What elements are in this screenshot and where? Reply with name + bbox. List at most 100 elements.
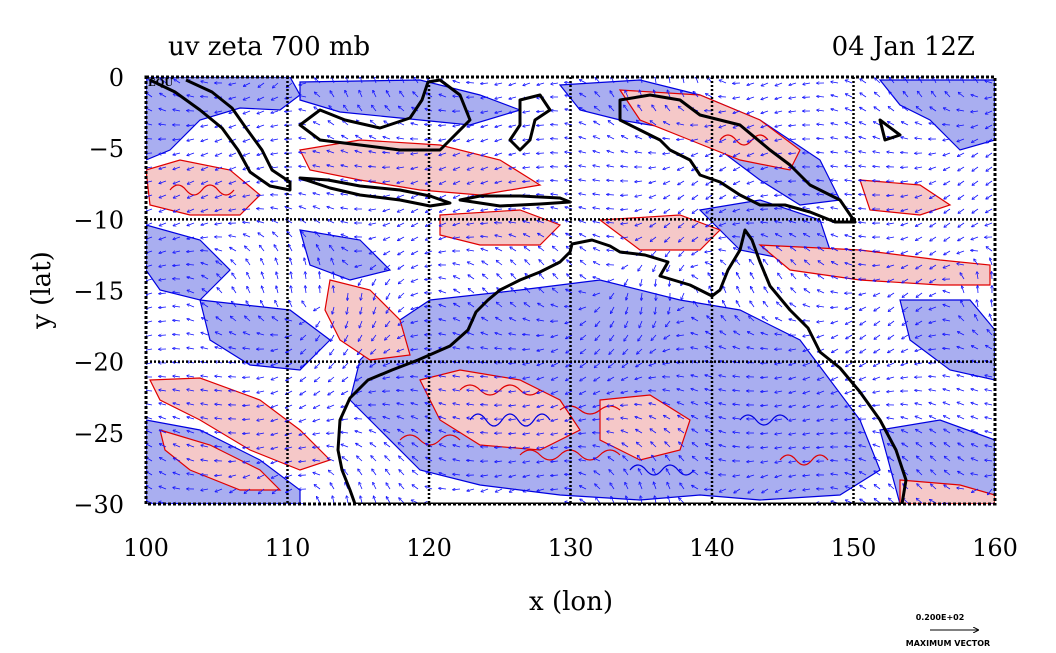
wind-vector (201, 96, 209, 97)
wind-vector (621, 166, 629, 167)
wind-vector (187, 264, 195, 265)
wind-vector (440, 180, 447, 184)
wind-vector (859, 236, 867, 237)
wind-vector (649, 167, 657, 168)
wind-vector (748, 247, 755, 252)
wind-vector (873, 137, 881, 140)
equator-label: EQU (148, 78, 173, 89)
wind-vector (187, 222, 195, 225)
wind-vector (972, 152, 979, 157)
wind-vector (972, 194, 979, 199)
wind-vector (859, 250, 867, 251)
wind-vector (495, 235, 503, 237)
wind-vector (706, 222, 713, 227)
wind-vector (565, 123, 573, 125)
wind-vector (874, 122, 881, 126)
wind-vector (915, 180, 923, 183)
wind-vector (439, 110, 447, 111)
wind-vector (173, 139, 181, 140)
wind-vector (901, 222, 909, 225)
wind-vector (901, 236, 909, 239)
wind-vector (523, 181, 531, 182)
wind-vector (776, 234, 783, 238)
wind-vector (581, 261, 587, 266)
wind-vector (453, 96, 461, 97)
wind-vector (734, 166, 741, 170)
wind-vector (244, 138, 251, 142)
wind-vector (915, 167, 923, 168)
wind-vector (341, 221, 349, 223)
wind-vector (328, 233, 335, 238)
wind-vector (945, 92, 951, 98)
wind-vector (621, 223, 629, 224)
wind-vector (565, 207, 573, 210)
wind-vector (318, 258, 321, 266)
wind-vector (565, 95, 573, 97)
wind-vector (304, 258, 307, 266)
wind-vector (257, 221, 265, 224)
wind-vector (454, 180, 461, 184)
wind-vector (411, 123, 419, 126)
wind-vector (789, 82, 797, 85)
wind-vector (859, 151, 867, 153)
wind-vector (579, 180, 587, 181)
wind-vector (146, 222, 153, 225)
wind-vector (733, 97, 741, 98)
wind-vector (495, 110, 503, 113)
y-tick-labels: 0 −5 −10 −15 −20 −25 −30 (73, 64, 124, 519)
wind-vector (693, 92, 699, 98)
wind-vector (230, 166, 237, 170)
wind-vector (467, 208, 475, 211)
vector-legend: 0.200E+02 MAXIMUM VECTOR (906, 613, 990, 648)
wind-vector (344, 105, 349, 112)
wind-vector (328, 121, 335, 126)
wind-vector (330, 91, 335, 98)
wind-vector (720, 138, 727, 142)
title-right: 04 Jan 12Z (832, 32, 975, 62)
wind-vector (986, 166, 993, 171)
wind-vector (803, 83, 811, 84)
wind-vector (775, 125, 783, 127)
wind-vector (789, 125, 797, 126)
wind-vector (230, 247, 237, 252)
wind-vector (537, 125, 545, 126)
wind-vector (398, 208, 405, 212)
wind-vector (523, 153, 531, 154)
wind-vector (607, 194, 615, 195)
wind-vector (831, 138, 839, 139)
wind-vector (202, 180, 209, 184)
wind-vector (412, 264, 419, 268)
wind-vector (636, 136, 643, 140)
wind-vector (875, 78, 881, 84)
wind-vector (315, 232, 321, 238)
wind-vector (187, 125, 195, 126)
wind-vector (271, 181, 279, 182)
wind-vector (453, 81, 461, 84)
wind-vector (817, 207, 825, 209)
wind-vector (705, 251, 713, 252)
wind-vector (831, 109, 839, 112)
wind-vector (565, 447, 573, 448)
wind-vector (719, 237, 727, 238)
wind-vector (831, 207, 839, 209)
wind-vector (274, 245, 279, 252)
wind-vector (831, 194, 839, 195)
wind-vector (860, 79, 867, 84)
wind-vector (551, 194, 559, 195)
wind-vector (972, 180, 979, 185)
wind-vector (173, 152, 181, 155)
wind-vector (845, 123, 853, 126)
wind-vector (230, 152, 237, 156)
wind-vector (343, 120, 349, 126)
wind-vector (679, 236, 685, 242)
wind-vector (991, 502, 993, 504)
wind-vector (245, 246, 251, 252)
wind-vector (355, 166, 363, 167)
wind-vector (944, 250, 951, 255)
wind-vector (904, 77, 909, 84)
wind-vector (243, 180, 251, 183)
wind-vector (958, 194, 965, 199)
wind-vector (371, 121, 377, 126)
wind-vector (369, 236, 377, 239)
wind-vector (273, 232, 279, 238)
